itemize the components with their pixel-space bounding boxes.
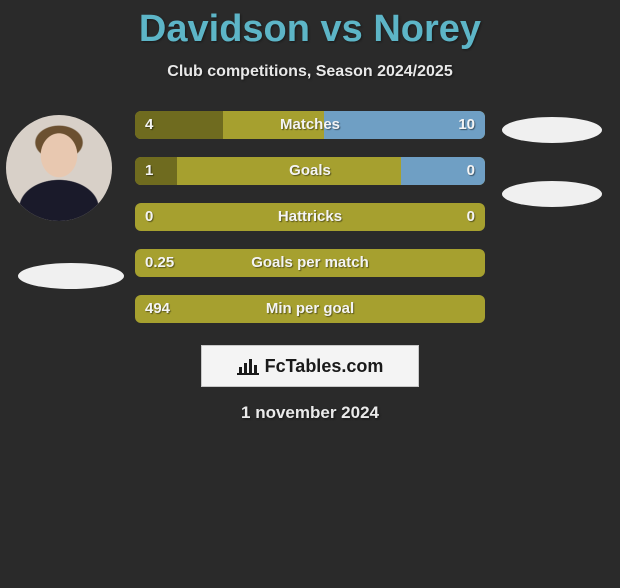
stat-label: Hattricks [135,203,485,231]
stat-label: Goals per match [135,249,485,277]
stat-right-value: 0 [467,203,475,231]
player-left-avatar [6,115,112,221]
stat-right-value: 10 [458,111,475,139]
comparison-date: 1 november 2024 [0,403,620,423]
player-left-name-plate [18,263,124,289]
stat-label: Goals [135,157,485,185]
stat-bar-matches: 4 Matches 10 [135,111,485,139]
player-right-name-plate [502,181,602,207]
stat-right-value: 0 [467,157,475,185]
comparison-title: Davidson vs Norey [0,8,620,51]
stat-bar-goals: 1 Goals 0 [135,157,485,185]
brand-text: FcTables.com [265,356,384,377]
brand-box[interactable]: FcTables.com [201,345,419,387]
player-right-avatar [502,117,602,143]
stat-bars: 4 Matches 10 1 Goals 0 0 Hattricks 0 0.2… [135,111,485,323]
stat-label: Matches [135,111,485,139]
stat-bar-hattricks: 0 Hattricks 0 [135,203,485,231]
stat-bar-goals-per-match: 0.25 Goals per match [135,249,485,277]
bar-chart-icon [237,357,259,375]
stat-label: Min per goal [135,295,485,323]
stat-bar-min-per-goal: 494 Min per goal [135,295,485,323]
comparison-content: 4 Matches 10 1 Goals 0 0 Hattricks 0 0.2… [0,111,620,423]
comparison-subtitle: Club competitions, Season 2024/2025 [0,63,620,81]
